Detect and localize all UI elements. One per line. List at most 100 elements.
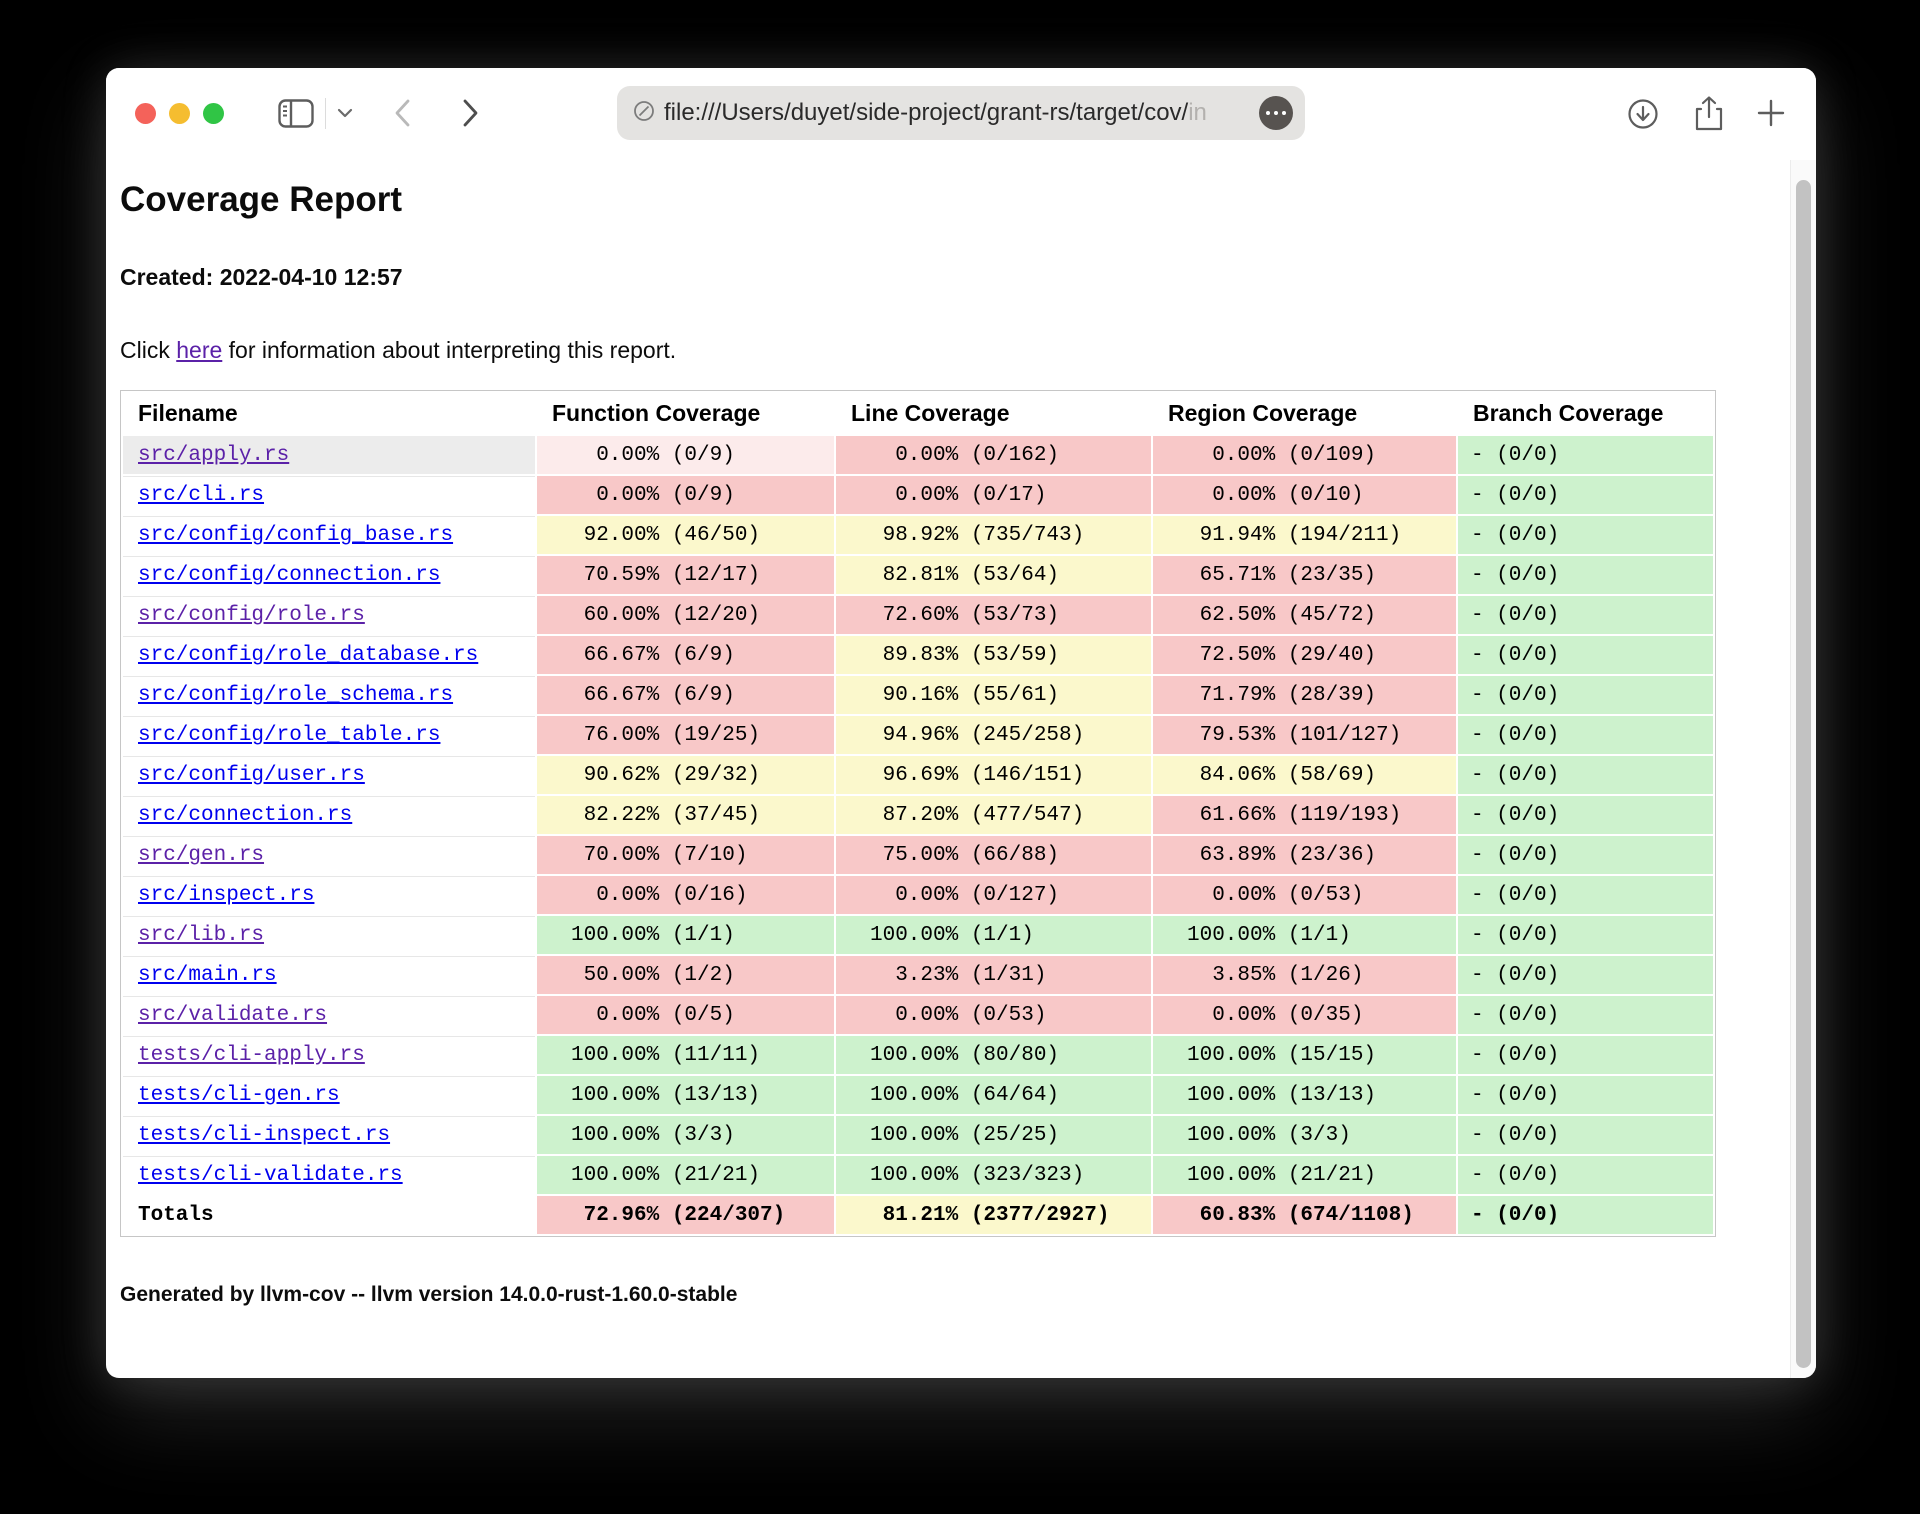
browser-window: file:///Users/duyet/side-project/grant-r… (106, 68, 1816, 1378)
table-row: src/gen.rs 70.00% (7/10) 75.00% (66/88) … (123, 836, 1713, 874)
toolbar-divider (325, 98, 326, 129)
column-header-function-coverage: Function Coverage (537, 393, 834, 434)
sidebar-toggle-icon[interactable] (278, 99, 314, 128)
table-row: src/config/connection.rs 70.59% (12/17) … (123, 556, 1713, 594)
line-coverage-cell: 0.00% (0/127) (836, 876, 1151, 914)
branch-coverage-cell: - (0/0) (1458, 956, 1713, 994)
coverage-table: Filename Function Coverage Line Coverage… (120, 390, 1716, 1237)
region-coverage-cell: 0.00% (0/109) (1153, 436, 1456, 474)
vertical-scrollbar-thumb[interactable] (1796, 180, 1811, 1368)
filename-link[interactable]: src/validate.rs (138, 1004, 328, 1027)
branch-coverage-cell: - (0/0) (1458, 756, 1713, 794)
zoom-window-button[interactable] (203, 103, 224, 124)
page-options-ellipsis-icon[interactable] (1259, 96, 1293, 130)
table-row: src/config/role_database.rs 66.67% (6/9)… (123, 636, 1713, 674)
column-header-branch-coverage: Branch Coverage (1458, 393, 1713, 434)
line-coverage-cell: 100.00% (80/80) (836, 1036, 1151, 1074)
window-controls (135, 103, 224, 124)
table-header-row: Filename Function Coverage Line Coverage… (123, 393, 1713, 434)
filename-link[interactable]: src/inspect.rs (138, 884, 315, 907)
function-coverage-cell: 100.00% (11/11) (537, 1036, 834, 1074)
filename-link[interactable]: src/config/user.rs (138, 764, 365, 787)
line-coverage-cell: 0.00% (0/17) (836, 476, 1151, 514)
region-coverage-cell: 63.89% (23/36) (1153, 836, 1456, 874)
forward-button-icon[interactable] (462, 99, 479, 127)
intro-text: Click here for information about interpr… (120, 337, 677, 363)
region-coverage-cell: 61.66% (119/193) (1153, 796, 1456, 834)
line-coverage-cell: 0.00% (0/53) (836, 996, 1151, 1034)
function-coverage-cell: 100.00% (1/1) (537, 916, 834, 954)
region-coverage-cell: 84.06% (58/69) (1153, 756, 1456, 794)
filename-link[interactable]: src/main.rs (138, 964, 277, 987)
table-row: src/lib.rs 100.00% (1/1) 100.00% (1/1) 1… (123, 916, 1713, 954)
line-coverage-cell: 89.83% (53/59) (836, 636, 1151, 674)
table-row: tests/cli-apply.rs 100.00% (11/11) 100.0… (123, 1036, 1713, 1074)
table-row: src/config/role.rs 60.00% (12/20) 72.60%… (123, 596, 1713, 634)
region-coverage-cell: 100.00% (1/1) (1153, 916, 1456, 954)
share-icon[interactable] (1692, 95, 1726, 133)
table-row: src/main.rs 50.00% (1/2) 3.23% (1/31) 3.… (123, 956, 1713, 994)
filename-link[interactable]: src/connection.rs (138, 804, 353, 827)
filename-link[interactable]: src/config/role.rs (138, 604, 365, 627)
table-row: src/inspect.rs 0.00% (0/16) 0.00% (0/127… (123, 876, 1713, 914)
table-row: tests/cli-inspect.rs 100.00% (3/3) 100.0… (123, 1116, 1713, 1154)
region-coverage-cell: 0.00% (0/10) (1153, 476, 1456, 514)
generator-footer: Generated by llvm-cov -- llvm version 14… (120, 1283, 738, 1306)
filename-link[interactable]: src/cli.rs (138, 484, 265, 507)
totals-function-coverage: 72.96% (224/307) (537, 1196, 834, 1234)
filename-link[interactable]: src/config/role_database.rs (138, 644, 479, 667)
filename-link[interactable]: tests/cli-validate.rs (138, 1164, 403, 1187)
filename-link[interactable]: src/config/role_table.rs (138, 724, 441, 747)
back-button-icon[interactable] (394, 99, 411, 127)
region-coverage-cell: 72.50% (29/40) (1153, 636, 1456, 674)
region-coverage-cell: 100.00% (15/15) (1153, 1036, 1456, 1074)
created-timestamp: Created: 2022-04-10 12:57 (120, 264, 403, 290)
function-coverage-cell: 0.00% (0/16) (537, 876, 834, 914)
function-coverage-cell: 66.67% (6/9) (537, 676, 834, 714)
line-coverage-cell: 75.00% (66/88) (836, 836, 1151, 874)
function-coverage-cell: 76.00% (19/25) (537, 716, 834, 754)
function-coverage-cell: 100.00% (21/21) (537, 1156, 834, 1194)
line-coverage-cell: 100.00% (1/1) (836, 916, 1151, 954)
function-coverage-cell: 50.00% (1/2) (537, 956, 834, 994)
chevron-down-icon[interactable] (337, 108, 353, 118)
totals-line-coverage: 81.21% (2377/2927) (836, 1196, 1151, 1234)
filename-link[interactable]: src/config/config_base.rs (138, 524, 454, 547)
branch-coverage-cell: - (0/0) (1458, 436, 1713, 474)
branch-coverage-cell: - (0/0) (1458, 876, 1713, 914)
line-coverage-cell: 98.92% (735/743) (836, 516, 1151, 554)
filename-link[interactable]: src/lib.rs (138, 924, 265, 947)
filename-link[interactable]: src/config/connection.rs (138, 564, 441, 587)
filename-link[interactable]: tests/cli-gen.rs (138, 1084, 340, 1107)
filename-link[interactable]: src/apply.rs (138, 443, 290, 467)
line-coverage-cell: 82.81% (53/64) (836, 556, 1151, 594)
filename-link[interactable]: tests/cli-inspect.rs (138, 1124, 391, 1147)
branch-coverage-cell: - (0/0) (1458, 996, 1713, 1034)
url-text: file:///Users/duyet/side-project/grant-r… (664, 99, 1207, 126)
function-coverage-cell: 92.00% (46/50) (537, 516, 834, 554)
line-coverage-cell: 87.20% (477/547) (836, 796, 1151, 834)
downloads-icon[interactable] (1627, 98, 1659, 130)
new-tab-icon[interactable] (1756, 98, 1786, 128)
line-coverage-cell: 72.60% (53/73) (836, 596, 1151, 634)
function-coverage-cell: 100.00% (3/3) (537, 1116, 834, 1154)
close-window-button[interactable] (135, 103, 156, 124)
table-row: src/config/user.rs 90.62% (29/32) 96.69%… (123, 756, 1713, 794)
branch-coverage-cell: - (0/0) (1458, 916, 1713, 954)
filename-link[interactable]: src/gen.rs (138, 844, 265, 867)
filename-link[interactable]: tests/cli-apply.rs (138, 1044, 365, 1067)
region-coverage-cell: 71.79% (28/39) (1153, 676, 1456, 714)
branch-coverage-cell: - (0/0) (1458, 636, 1713, 674)
filename-link[interactable]: src/config/role_schema.rs (138, 684, 454, 707)
branch-coverage-cell: - (0/0) (1458, 1076, 1713, 1114)
totals-label: Totals (123, 1196, 535, 1234)
table-row: src/cli.rs 0.00% (0/9) 0.00% (0/17) 0.00… (123, 476, 1713, 514)
interpret-report-link[interactable]: here (176, 337, 223, 363)
address-bar[interactable]: file:///Users/duyet/side-project/grant-r… (617, 86, 1305, 140)
region-coverage-cell: 3.85% (1/26) (1153, 956, 1456, 994)
minimize-window-button[interactable] (169, 103, 190, 124)
function-coverage-cell: 0.00% (0/9) (537, 476, 834, 514)
table-row: tests/cli-validate.rs 100.00% (21/21) 10… (123, 1156, 1713, 1194)
line-coverage-cell: 94.96% (245/258) (836, 716, 1151, 754)
column-header-region-coverage: Region Coverage (1153, 393, 1456, 434)
